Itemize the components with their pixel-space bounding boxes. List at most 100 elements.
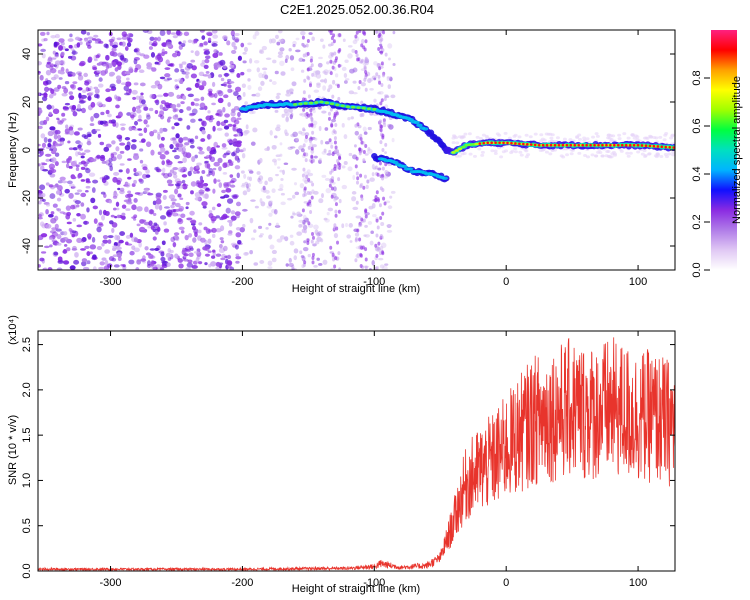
noise-speckle — [333, 233, 339, 239]
noise-speckle — [120, 126, 126, 131]
noise-speckle — [176, 213, 181, 217]
noise-speckle — [193, 98, 200, 102]
noise-speckle — [332, 79, 336, 85]
noise-speckle — [354, 164, 358, 169]
noise-speckle — [207, 133, 211, 140]
noise-speckle — [128, 126, 133, 132]
noise-speckle — [313, 137, 318, 141]
noise-speckle — [207, 238, 212, 244]
noise-speckle — [268, 201, 272, 205]
noise-speckle — [156, 36, 161, 42]
noise-speckle — [112, 195, 118, 199]
noise-speckle — [201, 120, 207, 127]
noise-speckle — [59, 176, 66, 181]
noise-speckle — [163, 228, 170, 233]
noise-haze — [652, 136, 657, 140]
noise-speckle — [173, 174, 178, 179]
noise-speckle — [119, 54, 125, 61]
noise-speckle — [235, 201, 242, 207]
noise-speckle — [189, 139, 194, 143]
noise-speckle — [98, 266, 105, 270]
signal-max — [589, 143, 592, 147]
noise-speckle — [305, 43, 309, 48]
signal-max — [601, 143, 604, 147]
noise-speckle — [112, 254, 118, 257]
noise-speckle — [112, 61, 117, 68]
noise-speckle — [150, 84, 157, 89]
noise-speckle — [233, 91, 239, 97]
noise-speckle — [163, 221, 167, 226]
noise-haze — [577, 151, 582, 155]
noise-speckle — [211, 227, 217, 233]
noise-speckle — [142, 173, 148, 179]
noise-speckle — [221, 189, 226, 194]
noise-speckle — [72, 147, 78, 151]
noise-speckle — [161, 260, 167, 264]
noise-speckle — [306, 191, 310, 196]
noise-speckle — [101, 61, 107, 67]
y-tick-label: -20 — [21, 190, 33, 206]
noise-speckle — [38, 108, 43, 115]
noise-speckle — [235, 256, 242, 260]
noise-speckle — [302, 167, 306, 172]
noise-speckle — [246, 187, 251, 193]
noise-speckle — [114, 67, 119, 72]
noise-speckle — [333, 163, 337, 168]
signal-peak — [324, 101, 330, 105]
noise-speckle — [374, 198, 378, 203]
noise-speckle — [333, 198, 337, 202]
noise-speckle — [367, 220, 373, 225]
noise-speckle — [354, 236, 358, 241]
noise-speckle — [177, 193, 182, 198]
noise-speckle — [68, 44, 73, 49]
noise-speckle — [387, 43, 393, 49]
noise-speckle — [259, 50, 263, 54]
noise-speckle — [360, 245, 364, 250]
noise-speckle — [127, 176, 132, 180]
noise-speckle — [170, 236, 176, 243]
noise-speckle — [186, 106, 192, 111]
noise-speckle — [296, 211, 301, 217]
noise-speckle — [336, 84, 340, 89]
noise-speckle — [329, 71, 333, 76]
noise-speckle — [268, 212, 273, 217]
noise-speckle — [88, 172, 96, 177]
noise-speckle — [236, 132, 242, 137]
noise-speckle — [274, 109, 279, 113]
noise-haze — [630, 132, 635, 136]
noise-speckle — [227, 160, 234, 164]
noise-speckle — [356, 57, 360, 62]
noise-speckle — [191, 264, 198, 269]
noise-haze — [513, 150, 518, 154]
x-tick-label: -200 — [231, 577, 253, 589]
noise-speckle — [240, 170, 245, 174]
noise-speckle — [363, 174, 367, 179]
signal-peak — [314, 101, 319, 104]
noise-speckle — [117, 256, 122, 262]
noise-speckle — [83, 220, 88, 225]
noise-speckle — [235, 253, 240, 257]
noise-speckle — [311, 231, 315, 236]
noise-speckle — [333, 223, 337, 228]
noise-speckle — [113, 171, 120, 176]
noise-speckle — [126, 42, 132, 48]
noise-speckle — [80, 166, 86, 171]
noise-speckle — [379, 101, 383, 106]
noise-speckle — [384, 263, 389, 266]
noise-speckle — [230, 215, 237, 221]
noise-speckle — [299, 113, 303, 116]
noise-speckle — [211, 170, 215, 177]
noise-speckle — [364, 209, 368, 214]
noise-haze — [477, 147, 482, 151]
noise-speckle — [139, 229, 146, 233]
noise-speckle — [375, 233, 379, 238]
noise-speckle — [203, 183, 209, 187]
noise-speckle — [47, 213, 54, 218]
noise-speckle — [341, 165, 346, 169]
noise-speckle — [64, 102, 71, 106]
noise-speckle — [282, 169, 285, 175]
noise-speckle — [192, 237, 197, 243]
noise-speckle — [307, 253, 311, 258]
noise-speckle — [68, 91, 73, 95]
noise-haze — [507, 136, 512, 140]
